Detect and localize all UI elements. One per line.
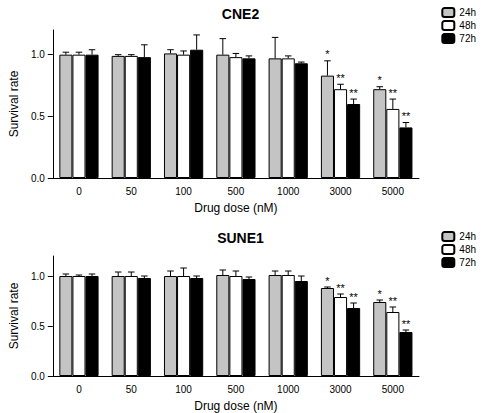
svg-text:**: ** [336, 282, 345, 294]
svg-text:**: ** [402, 110, 411, 122]
svg-text:*: * [325, 275, 330, 287]
svg-text:5000: 5000 [382, 384, 405, 395]
svg-text:500: 500 [228, 384, 245, 395]
svg-text:24h: 24h [459, 7, 476, 18]
svg-text:72h: 72h [459, 33, 476, 44]
svg-text:3000: 3000 [329, 186, 352, 197]
svg-text:48h: 48h [459, 244, 476, 255]
svg-text:**: ** [389, 295, 398, 307]
svg-text:1000: 1000 [277, 384, 300, 395]
svg-text:48h: 48h [459, 20, 476, 31]
svg-text:*: * [378, 74, 383, 86]
svg-text:**: ** [349, 87, 358, 99]
svg-text:*: * [378, 288, 383, 300]
svg-text:Drug dose (nM): Drug dose (nM) [194, 399, 277, 413]
svg-text:1000: 1000 [277, 186, 300, 197]
svg-text:72h: 72h [459, 257, 476, 268]
svg-text:0.0: 0.0 [31, 173, 45, 184]
svg-text:0.5: 0.5 [31, 321, 45, 332]
svg-text:3000: 3000 [329, 384, 352, 395]
svg-text:1.0: 1.0 [31, 49, 45, 60]
svg-text:0: 0 [76, 186, 82, 197]
svg-text:1.0: 1.0 [31, 271, 45, 282]
svg-text:500: 500 [228, 186, 245, 197]
svg-text:**: ** [349, 291, 358, 303]
svg-text:5000: 5000 [382, 186, 405, 197]
svg-text:Drug dose (nM): Drug dose (nM) [194, 201, 277, 215]
svg-text:50: 50 [126, 384, 138, 395]
svg-text:24h: 24h [459, 231, 476, 242]
svg-text:CNE2: CNE2 [222, 6, 260, 22]
svg-text:0.0: 0.0 [31, 371, 45, 382]
svg-text:Survival rate: Survival rate [7, 282, 21, 349]
svg-text:SUNE1: SUNE1 [217, 230, 264, 246]
svg-text:100: 100 [175, 384, 192, 395]
svg-text:*: * [325, 48, 330, 60]
svg-text:**: ** [336, 72, 345, 84]
svg-text:0.5: 0.5 [31, 111, 45, 122]
svg-text:**: ** [389, 87, 398, 99]
svg-text:0: 0 [76, 384, 82, 395]
svg-text:50: 50 [126, 186, 138, 197]
svg-text:100: 100 [175, 186, 192, 197]
svg-text:**: ** [402, 318, 411, 330]
svg-text:Survival rate: Survival rate [7, 70, 21, 137]
